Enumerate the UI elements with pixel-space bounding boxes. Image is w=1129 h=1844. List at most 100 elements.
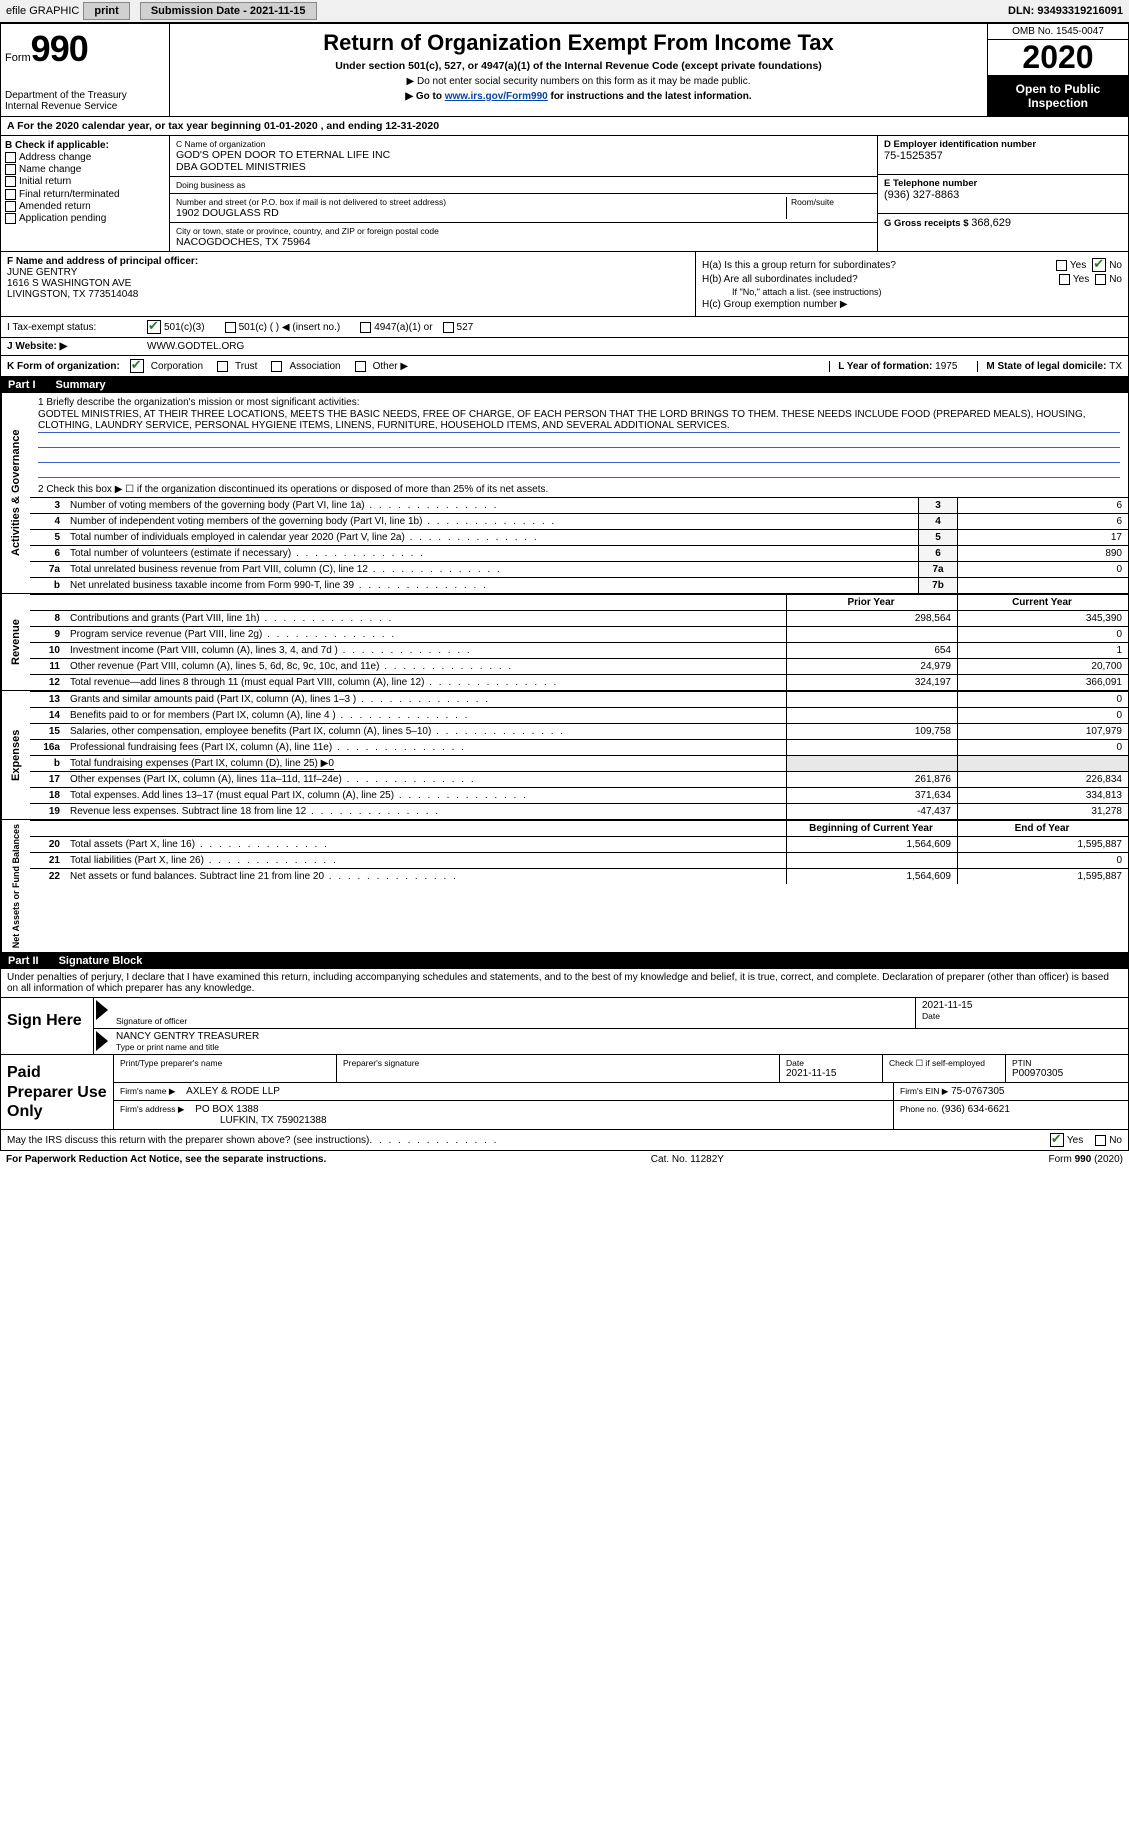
table-row: 18Total expenses. Add lines 13–17 (must … <box>30 788 1128 804</box>
discuss-yes: Yes <box>1067 1135 1083 1146</box>
discuss-no-box[interactable] <box>1095 1135 1106 1146</box>
current-val: 226,834 <box>958 772 1129 788</box>
h-a-no-box[interactable] <box>1092 258 1106 272</box>
box-lm: L Year of formation: 1975 M State of leg… <box>829 361 1122 372</box>
org-other-box[interactable] <box>355 361 366 372</box>
line-num: 22 <box>30 869 66 885</box>
h-b-note: If "No," attach a list. (see instruction… <box>702 287 1122 297</box>
ein-label: D Employer identification number <box>884 139 1122 150</box>
prior-val: -47,437 <box>787 804 958 820</box>
table-row: 5Total number of individuals employed in… <box>30 530 1128 546</box>
omb-number: OMB No. 1545-0047 <box>988 24 1128 40</box>
net-assets-table: Beginning of Current Year End of Year 20… <box>30 820 1128 884</box>
h-b-no-box[interactable] <box>1095 274 1106 285</box>
prep-sig-label: Preparer's signature <box>343 1058 773 1068</box>
firm-phone: (936) 634-6621 <box>942 1104 1010 1115</box>
table-row: 22Net assets or fund balances. Subtract … <box>30 869 1128 885</box>
form-header-left: Form 990 Department of the Treasury Inte… <box>1 24 170 116</box>
table-row: 6Total number of volunteers (estimate if… <box>30 546 1128 562</box>
sig-date: 2021-11-15 <box>922 1000 1122 1011</box>
prep-row-1: Print/Type preparer's name Preparer's si… <box>114 1055 1128 1083</box>
prior-val <box>787 708 958 724</box>
line-num: 13 <box>30 692 66 708</box>
h-a-yes-box[interactable] <box>1056 260 1067 271</box>
end-year-hdr: End of Year <box>958 821 1129 837</box>
sign-here-label: Sign Here <box>1 998 94 1054</box>
h-b-yes-box[interactable] <box>1059 274 1070 285</box>
org-trust-box[interactable] <box>217 361 228 372</box>
officer-addr1: 1616 S WASHINGTON AVE <box>7 278 689 289</box>
table-row: 7aTotal unrelated business revenue from … <box>30 562 1128 578</box>
net-assets-tab: Net Assets or Fund Balances <box>1 820 30 952</box>
part2-header: Part II Signature Block <box>0 953 1129 969</box>
line-num: 3 <box>30 498 66 514</box>
gross-label: G Gross receipts $ <box>884 218 968 229</box>
checkbox[interactable] <box>5 189 16 200</box>
sign-here-row: Sign Here Signature of officer 2021-11-1… <box>1 998 1128 1054</box>
discuss-q: May the IRS discuss this return with the… <box>7 1135 369 1146</box>
org-name: GOD'S OPEN DOOR TO ETERNAL LIFE INC <box>176 149 871 161</box>
penalty-text: Under penalties of perjury, I declare th… <box>1 969 1128 998</box>
status-501c-box[interactable] <box>225 322 236 333</box>
line-label: Number of independent voting members of … <box>66 514 919 530</box>
checkbox[interactable] <box>5 176 16 187</box>
org-assoc: Association <box>289 361 340 372</box>
box-m: M State of legal domicile: TX <box>977 361 1122 372</box>
footer-row: For Paperwork Reduction Act Notice, see … <box>0 1151 1129 1168</box>
org-assoc-box[interactable] <box>271 361 282 372</box>
current-val: 31,278 <box>958 804 1129 820</box>
blank-line <box>38 448 1120 463</box>
discuss-yes-box[interactable] <box>1050 1133 1064 1147</box>
city-cell: City or town, state or province, country… <box>170 223 877 251</box>
submission-date-button[interactable]: Submission Date - 2021-11-15 <box>140 2 317 20</box>
status-527-box[interactable] <box>443 322 454 333</box>
checkbox[interactable] <box>5 164 16 175</box>
line-box: 4 <box>919 514 958 530</box>
current-val <box>958 756 1129 772</box>
org-corp-box[interactable] <box>130 359 144 373</box>
dots <box>369 1135 498 1146</box>
end-val: 0 <box>958 853 1129 869</box>
irs-link[interactable]: www.irs.gov/Form990 <box>445 91 548 102</box>
print-button[interactable]: print <box>83 2 129 20</box>
end-val: 1,595,887 <box>958 869 1129 885</box>
dba-label: Doing business as <box>176 180 871 190</box>
box-l: L Year of formation: 1975 <box>829 361 957 372</box>
ein-val: 75-1525357 <box>884 150 1122 162</box>
net-assets-block: Net Assets or Fund Balances Beginning of… <box>0 820 1129 953</box>
firm-addr: PO BOX 1388 <box>195 1104 258 1115</box>
box-b-item-label: Amended return <box>19 201 91 212</box>
line-label: Benefits paid to or for members (Part IX… <box>66 708 787 724</box>
lower-entity: F Name and address of principal officer:… <box>0 252 1129 317</box>
footer-mid: Cat. No. 11282Y <box>651 1154 724 1165</box>
checkbox[interactable] <box>5 152 16 163</box>
dept-label: Department of the Treasury Internal Reve… <box>5 90 165 112</box>
revenue-content: Prior Year Current Year 8Contributions a… <box>30 594 1128 690</box>
table-row: 10Investment income (Part VIII, column (… <box>30 643 1128 659</box>
table-row: 15Salaries, other compensation, employee… <box>30 724 1128 740</box>
form-link-row: ▶ Go to www.irs.gov/Form990 for instruct… <box>178 91 979 102</box>
prep-date-label: Date <box>786 1058 876 1068</box>
table-row: 21Total liabilities (Part X, line 26)0 <box>30 853 1128 869</box>
box-b: B Check if applicable: Address changeNam… <box>1 136 170 251</box>
sig-line-1: Signature of officer 2021-11-15 Date <box>94 998 1128 1029</box>
table-row: 20Total assets (Part X, line 16)1,564,60… <box>30 837 1128 853</box>
current-val: 107,979 <box>958 724 1129 740</box>
box-b-item-label: Name change <box>19 164 81 175</box>
checkbox[interactable] <box>5 213 16 224</box>
governance-tab: Activities & Governance <box>1 393 30 593</box>
table-row: 11Other revenue (Part VIII, column (A), … <box>30 659 1128 675</box>
website-label: J Website: ▶ <box>7 341 147 352</box>
box-b-item: Final return/terminated <box>5 189 165 200</box>
checkbox[interactable] <box>5 201 16 212</box>
status-501c3-box[interactable] <box>147 320 161 334</box>
box-c: C Name of organization GOD'S OPEN DOOR T… <box>170 136 877 251</box>
status-4947-box[interactable] <box>360 322 371 333</box>
prep-date: 2021-11-15 <box>786 1068 876 1079</box>
city-label: City or town, state or province, country… <box>176 226 871 236</box>
box-b-item: Amended return <box>5 201 165 212</box>
line-num: b <box>30 756 66 772</box>
net-col-header-row: Beginning of Current Year End of Year <box>30 821 1128 837</box>
line-box: 3 <box>919 498 958 514</box>
prep-ptin-label: PTIN <box>1012 1058 1122 1068</box>
